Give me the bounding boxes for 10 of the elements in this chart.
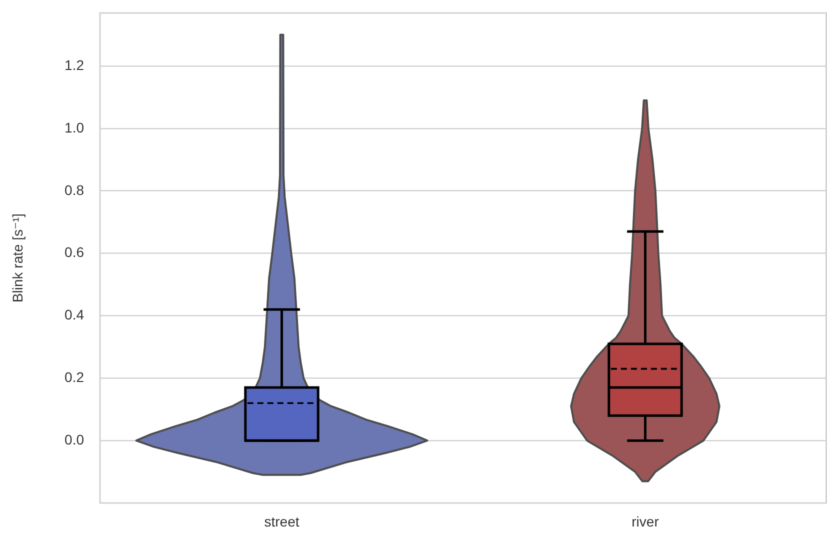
y-axis-title: Blink rate [s⁻¹] xyxy=(9,213,26,303)
y-tick-label: 0.4 xyxy=(64,306,84,323)
y-tick-label: 0.6 xyxy=(64,244,84,260)
y-tick-label: 1.0 xyxy=(64,119,84,136)
x-tick-label: street xyxy=(264,513,300,530)
y-tick-label: 1.2 xyxy=(64,56,84,73)
y-tick-label: 0.0 xyxy=(64,431,84,448)
y-tick-label: 0.2 xyxy=(64,369,84,386)
y-tick-label: 0.8 xyxy=(64,182,84,198)
x-tick-label: river xyxy=(632,513,660,530)
